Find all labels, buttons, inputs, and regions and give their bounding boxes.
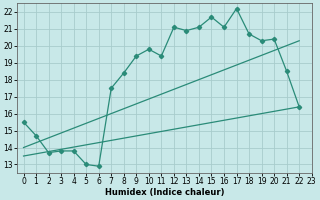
X-axis label: Humidex (Indice chaleur): Humidex (Indice chaleur) [105,188,224,197]
